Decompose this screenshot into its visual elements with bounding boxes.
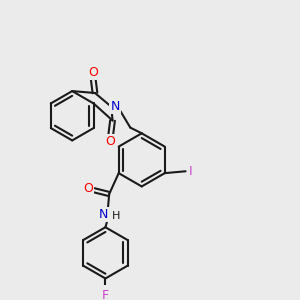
Text: I: I xyxy=(188,165,192,178)
Text: N: N xyxy=(110,100,120,113)
Text: H: H xyxy=(112,211,120,221)
Text: O: O xyxy=(83,182,93,195)
Text: O: O xyxy=(88,66,98,79)
Text: N: N xyxy=(99,208,108,221)
Text: O: O xyxy=(106,135,116,148)
Text: F: F xyxy=(102,289,109,300)
